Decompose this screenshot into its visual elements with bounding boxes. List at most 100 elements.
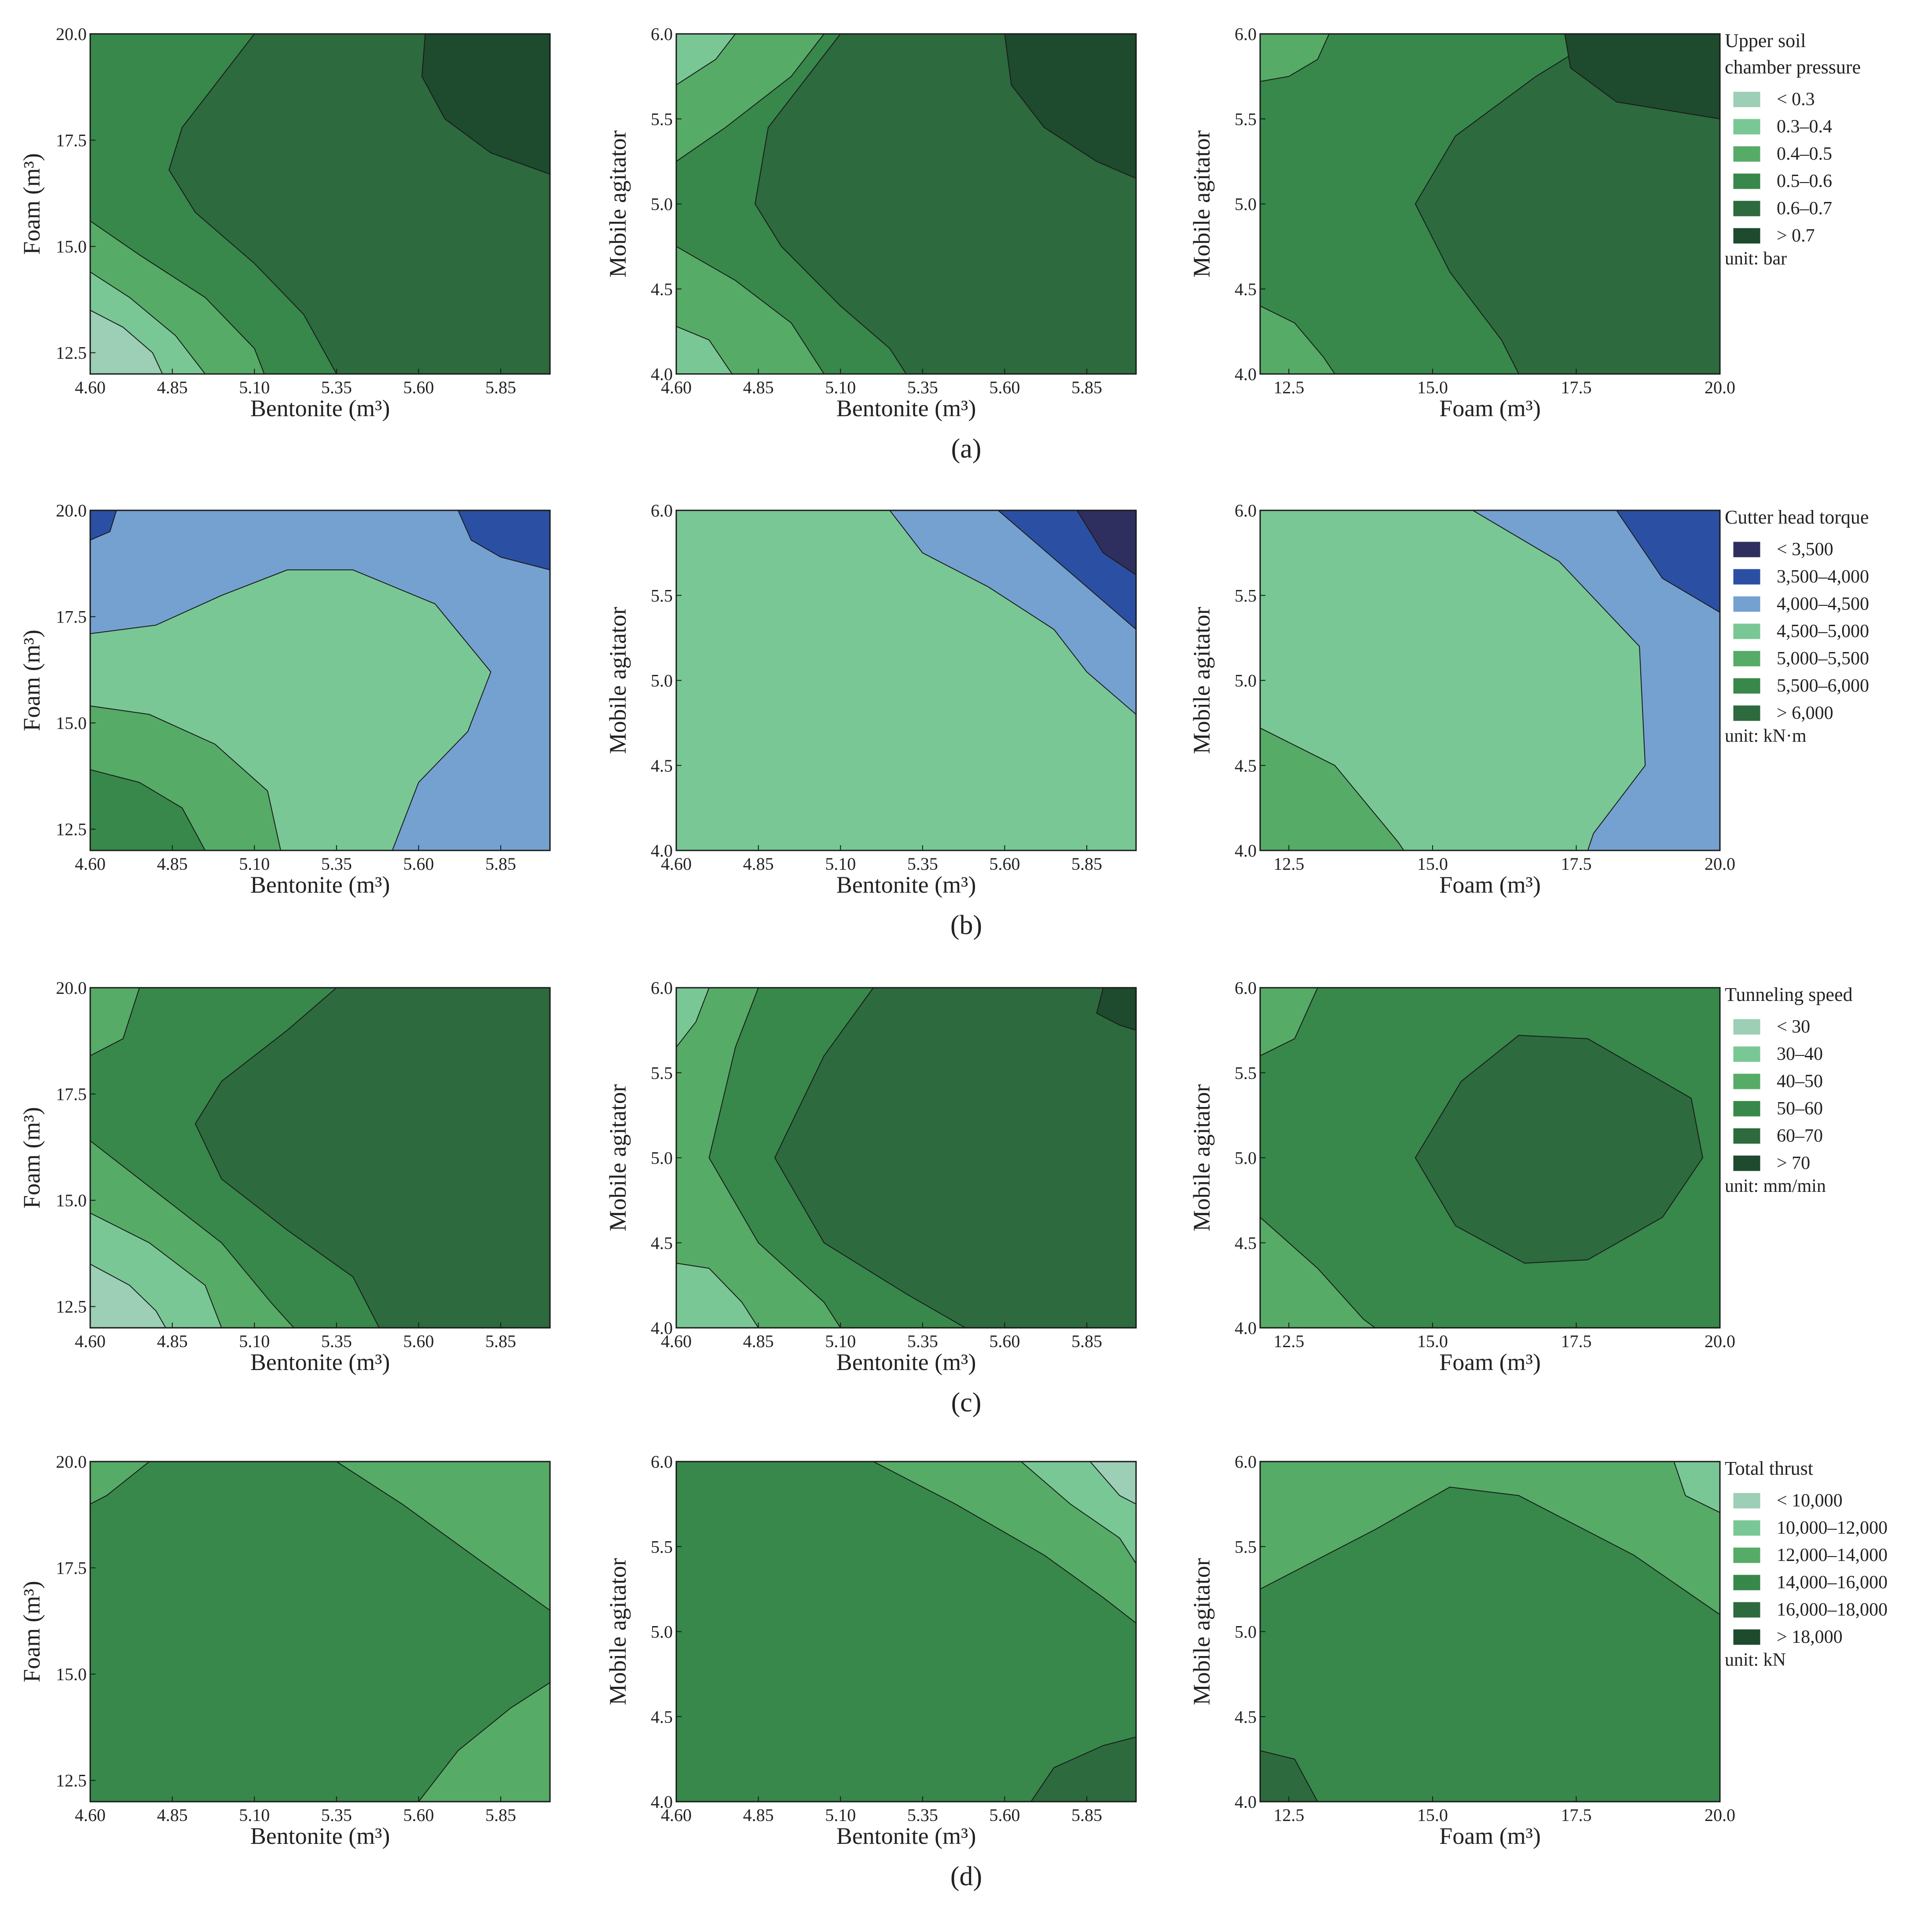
legend-item-label: > 6,000 [1777, 703, 1833, 723]
contour-region [90, 510, 117, 541]
x-tick-label: 17.5 [1561, 854, 1591, 874]
legend-swatch [1733, 1602, 1760, 1618]
contour-region [1616, 510, 1720, 613]
legend-swatch [1733, 623, 1760, 639]
y-axis-label: Mobile agitator [1188, 130, 1215, 277]
panel-1-2: 12.5 15.0 17.5 20.0 4.0 4.5 5.0 5.5 6.0 Foam (m³)… [1188, 501, 1735, 898]
x-tick-label: 17.5 [1561, 1331, 1591, 1351]
y-tick-label: 4.5 [651, 279, 673, 299]
y-tick-label: 5.0 [1235, 1622, 1257, 1642]
legend-item-label: 40–50 [1777, 1071, 1823, 1092]
y-tick-label: 5.0 [1235, 671, 1257, 691]
legend-3: Total thrust < 10,000 10,000–12,000 12,000–… [1725, 1458, 1888, 1670]
plot-frame [89, 509, 551, 851]
legend-swatch [1733, 1101, 1760, 1117]
panel-label: (b) [950, 910, 982, 940]
x-tick-label: 4.85 [743, 377, 774, 397]
x-axis-label: Foam (m³) [1439, 395, 1541, 421]
x-tick-label: 5.60 [403, 1331, 434, 1351]
legend-item-label: 0.3–0.4 [1777, 117, 1832, 137]
x-axis-label: Bentonite (m³) [250, 1823, 390, 1849]
legend-item-label: > 18,000 [1777, 1627, 1843, 1647]
y-tick-label: 5.0 [651, 194, 673, 214]
contour-region [1076, 510, 1136, 575]
legend-item-label: 16,000–18,000 [1777, 1600, 1888, 1620]
x-tick-label: 5.35 [907, 854, 938, 874]
x-axis-label: Bentonite (m³) [836, 1823, 976, 1849]
x-tick-label: 5.85 [1071, 1331, 1102, 1351]
legend-swatch [1733, 542, 1760, 557]
y-tick-label: 5.5 [1235, 1537, 1257, 1557]
x-tick-label: 5.60 [403, 854, 434, 874]
y-tick-label: 6.0 [651, 978, 673, 998]
x-tick-label: 5.35 [321, 377, 352, 397]
y-axis-label: Mobile agitator [605, 1558, 631, 1705]
x-tick-label: 4.60 [75, 1331, 106, 1351]
contour-region [1260, 305, 1335, 374]
contour-region [676, 988, 710, 1048]
y-tick-label: 4.5 [1235, 756, 1257, 776]
legend-item-label: > 0.7 [1777, 226, 1815, 246]
plot-frame [89, 987, 551, 1329]
x-tick-label: 15.0 [1417, 1331, 1448, 1351]
legend-item-label: 14,000–16,000 [1777, 1572, 1888, 1593]
x-tick-label: 5.60 [989, 377, 1020, 397]
y-tick-label: 6.0 [651, 1452, 673, 1472]
legend-item-label: < 0.3 [1777, 89, 1815, 110]
y-tick-label: 4.0 [651, 1318, 673, 1338]
y-axis-label: Foam (m³) [18, 1107, 45, 1209]
x-tick-label: 5.35 [321, 1331, 352, 1351]
x-tick-label: 20.0 [1705, 1331, 1735, 1351]
legend-item-label: 3,500–4,000 [1777, 567, 1869, 587]
contour-region [1564, 34, 1720, 120]
x-tick-label: 4.60 [661, 377, 692, 397]
contour-region [1260, 988, 1318, 1056]
x-tick-label: 5.85 [485, 377, 516, 397]
x-tick-label: 4.60 [661, 1805, 692, 1825]
legend-swatch [1733, 146, 1760, 162]
contour-region [676, 1263, 759, 1328]
contour-region [676, 34, 825, 162]
x-tick-label: 15.0 [1417, 377, 1448, 397]
legend-item-label: < 3,500 [1777, 539, 1833, 560]
x-tick-label: 5.35 [907, 1331, 938, 1351]
x-tick-label: 17.5 [1561, 377, 1591, 397]
contour-region [1096, 988, 1136, 1031]
x-tick-label: 5.35 [907, 377, 938, 397]
legend-swatch [1733, 92, 1760, 107]
legend-swatch [1733, 1019, 1760, 1035]
x-tick-label: 4.60 [75, 377, 106, 397]
panel-2-1: 4.60 4.85 5.10 5.35 5.60 5.85 4.0 4.5 5.0 5.5 6.0 B… [605, 978, 1137, 1375]
legend-item-label: 0.5–0.6 [1777, 171, 1832, 191]
y-axis-label: Foam (m³) [18, 630, 45, 731]
contour-region [1260, 1462, 1720, 1615]
panel-3-0: 4.60 4.85 5.10 5.35 5.60 5.85 12.5 15.0 17.5 20.0… [18, 1452, 551, 1849]
y-tick-label: 17.5 [56, 607, 87, 627]
legend-swatch [1733, 651, 1760, 667]
y-tick-label: 15.0 [56, 713, 87, 733]
contour-region [90, 310, 163, 374]
legend-unit: unit: kN [1725, 1650, 1786, 1670]
x-tick-label: 4.85 [743, 1331, 774, 1351]
x-axis-label: Bentonite (m³) [250, 1349, 390, 1375]
contour-region [90, 1264, 166, 1328]
legend-title: Total thrust [1725, 1458, 1813, 1479]
y-tick-label: 4.0 [1235, 841, 1257, 861]
legend-swatch [1733, 1547, 1760, 1563]
panel-1-1: 4.60 4.85 5.10 5.35 5.60 5.85 4.0 4.5 5.0 5.5 6.0 B… [605, 501, 1137, 898]
y-tick-label: 15.0 [56, 237, 87, 256]
y-tick-label: 4.5 [651, 756, 673, 776]
contour-region [418, 1682, 550, 1802]
panel-0-0: 4.60 4.85 5.10 5.35 5.60 5.85 12.5 15.0 17.5 20.0… [18, 24, 551, 421]
y-axis-label: Mobile agitator [605, 607, 631, 754]
y-tick-label: 6.0 [1235, 978, 1257, 998]
y-axis-label: Mobile agitator [1188, 607, 1215, 754]
legend-unit: unit: bar [1725, 249, 1787, 269]
x-tick-label: 5.60 [989, 1331, 1020, 1351]
contour-region [90, 1462, 150, 1505]
legend-swatch [1733, 1493, 1760, 1509]
x-tick-label: 5.10 [825, 854, 856, 874]
y-tick-label: 12.5 [56, 1771, 87, 1791]
y-tick-label: 12.5 [56, 1297, 87, 1317]
legend-swatch [1733, 173, 1760, 189]
